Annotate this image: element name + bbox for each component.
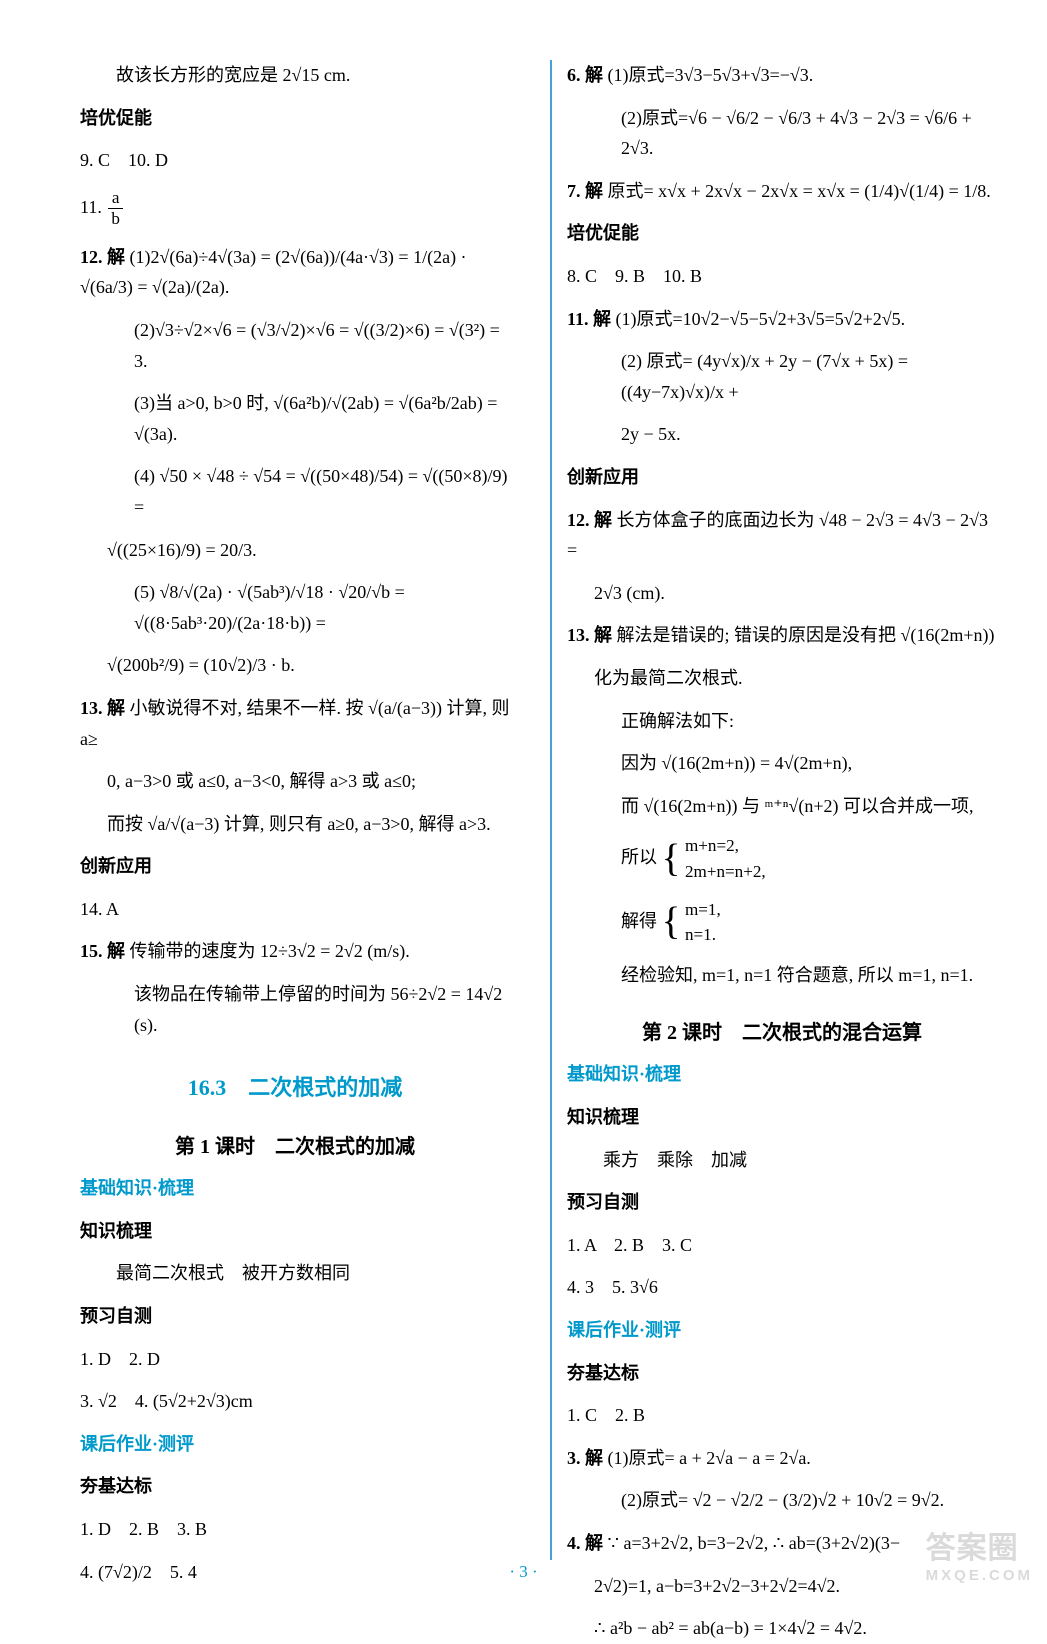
math-expr: (2) 原式= (4y√x)/x + 2y − (7√x + 5x) = ((4… bbox=[567, 346, 997, 407]
item-label: 7. 解 bbox=[567, 181, 603, 201]
math-expr: (1)原式=3√3−5√3+√3=−√3. bbox=[608, 65, 814, 85]
left-column: 故该长方形的宽应是 2√15 cm. 培优促能 9. C 10. D 11. a… bbox=[80, 60, 520, 1560]
lesson-title: 第 1 课时 二次根式的加减 bbox=[80, 1130, 510, 1159]
body-text: 传输带的速度为 12÷3√2 = 2√2 (m/s). bbox=[130, 941, 410, 961]
answer-line: 14. A bbox=[80, 894, 510, 925]
page-number: · 3 · bbox=[0, 1562, 1047, 1582]
math-expr: 原式= x√x + 2x√x − 2x√x = x√x = (1/4)√(1/4… bbox=[608, 181, 991, 201]
brace-group: 所以 { m+n=2, 2m+n=n+2, bbox=[567, 833, 997, 884]
item-label: 12. 解 bbox=[567, 510, 612, 530]
answer-line: 1. D 2. D bbox=[80, 1344, 510, 1375]
math-expr: (1)原式= a + 2√a − a = 2√a. bbox=[608, 1448, 811, 1468]
body-text: 2√3 (cm). bbox=[567, 578, 997, 609]
solution-line: 15. 解 传输带的速度为 12÷3√2 = 2√2 (m/s). bbox=[80, 936, 510, 967]
item-label: 3. 解 bbox=[567, 1448, 603, 1468]
left-brace-icon: { bbox=[662, 906, 681, 938]
body-text: 所以 bbox=[621, 847, 662, 867]
body-text: 因为 √(16(2m+n)) = 4√(2m+n), bbox=[567, 748, 997, 779]
body-text: 乘方 乘除 加减 bbox=[567, 1145, 997, 1176]
watermark: 答案圈 MXQE.COM bbox=[926, 1523, 1033, 1584]
math-expr: (4) √50 × √48 ÷ √54 = √((50×48)/54) = √(… bbox=[80, 461, 510, 522]
body-text: 长方体盒子的底面边长为 √48 − 2√3 = 4√3 − 2√3 = bbox=[567, 510, 988, 561]
answer-line: 9. C 10. D bbox=[80, 145, 510, 176]
solution-line: 12. 解 长方体盒子的底面边长为 √48 − 2√3 = 4√3 − 2√3 … bbox=[567, 505, 997, 566]
section-label: 培优促能 bbox=[80, 103, 510, 134]
section-label: 课后作业·测评 bbox=[80, 1429, 510, 1460]
solution-line: 13. 解 小敏说得不对, 结果不一样. 按 √(a/(a−3)) 计算, 则 … bbox=[80, 693, 510, 754]
answer-line: 4. 3 5. 3√6 bbox=[567, 1272, 997, 1303]
math-expr: (1)原式=10√2−√5−5√2+3√5=5√2+2√5. bbox=[616, 309, 906, 329]
solution-line: 11. 解 (1)原式=10√2−√5−5√2+3√5=5√2+2√5. bbox=[567, 304, 997, 335]
solution-line: 7. 解 原式= x√x + 2x√x − 2x√x = x√x = (1/4)… bbox=[567, 176, 997, 207]
item-label: 11. bbox=[80, 197, 106, 217]
answer-line: 1. A 2. B 3. C bbox=[567, 1230, 997, 1261]
answer-line: 1. C 2. B bbox=[567, 1400, 997, 1431]
math-expr: (3)当 a>0, b>0 时, √(6a²b)/√(2ab) = √(6a²b… bbox=[80, 388, 510, 449]
brace-content: m+n=2, 2m+n=n+2, bbox=[685, 833, 766, 884]
body-text: 而按 √a/√(a−3) 计算, 则只有 a≥0, a−3>0, 解得 a>3. bbox=[80, 809, 510, 840]
math-expr: √((25×16)/9) = 20/3. bbox=[80, 535, 510, 566]
fraction: a b bbox=[108, 188, 123, 230]
math-expr: √(200b²/9) = (10√2)/3 · b. bbox=[80, 650, 510, 681]
lesson-title: 第 2 课时 二次根式的混合运算 bbox=[567, 1016, 997, 1045]
body-text: 最简二次根式 被开方数相同 bbox=[80, 1258, 510, 1289]
section-label: 知识梳理 bbox=[80, 1216, 510, 1247]
item-label: 13. 解 bbox=[567, 625, 612, 645]
body-text: 而 √(16(2m+n)) 与 ᵐ⁺ⁿ√(n+2) 可以合并成一项, bbox=[567, 791, 997, 822]
section-label: 预习自测 bbox=[567, 1187, 997, 1218]
body-text: 故该长方形的宽应是 2√15 cm. bbox=[80, 60, 510, 91]
chapter-title: 16.3 二次根式的加减 bbox=[80, 1070, 510, 1102]
solution-line: 12. 解 (1)2√(6a)÷4√(3a) = (2√(6a))/(4a·√3… bbox=[80, 242, 510, 303]
watermark-sub: MXQE.COM bbox=[926, 1567, 1033, 1584]
math-expr: (1)2√(6a)÷4√(3a) = (2√(6a))/(4a·√3) = 1/… bbox=[80, 247, 467, 298]
section-label: 培优促能 bbox=[567, 218, 997, 249]
body-text: 化为最简二次根式. bbox=[567, 663, 997, 694]
section-label: 基础知识·梳理 bbox=[567, 1059, 997, 1090]
solution-line: 13. 解 解法是错误的; 错误的原因是没有把 √(16(2m+n)) bbox=[567, 620, 997, 651]
section-label: 知识梳理 bbox=[567, 1102, 997, 1133]
body-text: 正确解法如下: bbox=[567, 706, 997, 737]
brace-content: m=1, n=1. bbox=[685, 897, 721, 948]
answer-line: 11. a b bbox=[80, 188, 510, 230]
section-label: 创新应用 bbox=[80, 851, 510, 882]
body-text: 0, a−3>0 或 a≤0, a−3<0, 解得 a>3 或 a≤0; bbox=[80, 766, 510, 797]
section-label: 基础知识·梳理 bbox=[80, 1173, 510, 1204]
section-label: 预习自测 bbox=[80, 1301, 510, 1332]
body-text: 经检验知, m=1, n=1 符合题意, 所以 m=1, n=1. bbox=[567, 960, 997, 991]
body-text: 该物品在传输带上停留的时间为 56÷2√2 = 14√2 (s). bbox=[80, 979, 510, 1040]
watermark-text: 答案圈 bbox=[926, 1532, 1019, 1565]
left-brace-icon: { bbox=[662, 843, 681, 875]
answer-line: 3. √2 4. (5√2+2√3)cm bbox=[80, 1386, 510, 1417]
math-expr: (5) √8/√(2a) · √(5ab³)/√18 · √20/√b = √(… bbox=[80, 577, 510, 638]
item-label: 12. 解 bbox=[80, 247, 125, 267]
answer-line: 8. C 9. B 10. B bbox=[567, 261, 997, 292]
brace-group: 解得 { m=1, n=1. bbox=[567, 897, 997, 948]
body-text: 解法是错误的; 错误的原因是没有把 √(16(2m+n)) bbox=[617, 625, 995, 645]
answer-line: 1. D 2. B 3. B bbox=[80, 1514, 510, 1545]
body-text: ∴ a²b − ab² = ab(a−b) = 1×4√2 = 4√2. bbox=[567, 1613, 997, 1644]
math-expr: (2)原式=√6 − √6/2 − √6/3 + 4√3 − 2√3 = √6/… bbox=[567, 103, 997, 164]
right-column: 6. 解 (1)原式=3√3−5√3+√3=−√3. (2)原式=√6 − √6… bbox=[550, 60, 997, 1560]
section-label: 夯基达标 bbox=[567, 1358, 997, 1389]
section-label: 课后作业·测评 bbox=[567, 1315, 997, 1346]
body-text: 小敏说得不对, 结果不一样. 按 √(a/(a−3)) 计算, 则 a≥ bbox=[80, 698, 510, 749]
section-label: 创新应用 bbox=[567, 462, 997, 493]
item-label: 13. 解 bbox=[80, 698, 125, 718]
math-expr: 2y − 5x. bbox=[567, 419, 997, 450]
body-text: ∵ a=3+2√2, b=3−2√2, ∴ ab=(3+2√2)(3− bbox=[608, 1533, 901, 1553]
math-expr: (2)原式= √2 − √2/2 − (3/2)√2 + 10√2 = 9√2. bbox=[567, 1485, 997, 1516]
section-label: 夯基达标 bbox=[80, 1471, 510, 1502]
item-label: 6. 解 bbox=[567, 65, 603, 85]
math-expr: (2)√3÷√2×√6 = (√3/√2)×√6 = √((3/2)×6) = … bbox=[80, 315, 510, 376]
body-text: 解得 bbox=[621, 910, 662, 930]
item-label: 4. 解 bbox=[567, 1533, 603, 1553]
solution-line: 6. 解 (1)原式=3√3−5√3+√3=−√3. bbox=[567, 60, 997, 91]
item-label: 15. 解 bbox=[80, 941, 125, 961]
solution-line: 3. 解 (1)原式= a + 2√a − a = 2√a. bbox=[567, 1443, 997, 1474]
item-label: 11. 解 bbox=[567, 309, 611, 329]
